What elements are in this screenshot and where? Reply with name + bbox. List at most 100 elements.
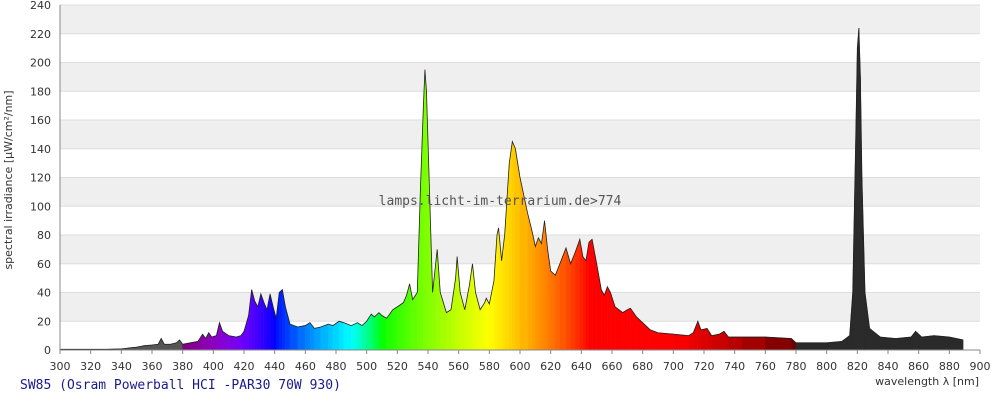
- x-tick-label: 860: [908, 360, 929, 373]
- x-tick-label: 500: [356, 360, 377, 373]
- x-tick-label: 880: [939, 360, 960, 373]
- spectrum-segment: [614, 306, 623, 351]
- spectrum-segment: [236, 335, 242, 351]
- spectrum-segment: [157, 338, 162, 351]
- spectrum-segment: [693, 321, 699, 351]
- spectrum-segment: [565, 247, 571, 351]
- spectrum-segment: [742, 336, 766, 351]
- spectrum-segment: [728, 336, 743, 351]
- spectrum-segment: [197, 333, 203, 351]
- x-tick-label: 320: [80, 360, 101, 373]
- spectrum-segment: [314, 326, 321, 351]
- x-tick-label: 800: [816, 360, 837, 373]
- spectrum-segment: [622, 309, 628, 351]
- spectrum-segment: [547, 249, 551, 351]
- x-tick-label: 480: [326, 360, 347, 373]
- spectrum-segment: [371, 313, 375, 351]
- spectrum-segment: [160, 338, 165, 351]
- spectrum-segment: [164, 344, 171, 351]
- watermark: lamps.licht-im-terrarium.de>774: [379, 194, 622, 209]
- x-tick-label: 380: [172, 360, 193, 373]
- x-tick-label: 340: [111, 360, 132, 373]
- spectrum-segment: [857, 27, 860, 351]
- x-tick-label: 900: [970, 360, 991, 373]
- x-tick-label: 840: [878, 360, 899, 373]
- x-tick-label: 660: [602, 360, 623, 373]
- y-tick-label: 180: [30, 85, 51, 98]
- y-tick-label: 60: [37, 258, 51, 271]
- spectrum-segment: [550, 270, 556, 351]
- spectrum-segment: [297, 325, 306, 351]
- spectrum-segment: [555, 263, 561, 351]
- y-tick-label: 160: [30, 114, 51, 127]
- grid-band: [60, 62, 980, 92]
- x-tick-label: 420: [234, 360, 255, 373]
- x-tick-label: 360: [142, 360, 163, 373]
- x-tick-label: 440: [264, 360, 285, 373]
- spectrum-segment: [711, 333, 720, 351]
- spectrum-segment: [320, 323, 329, 351]
- spectrum-segment: [880, 336, 896, 351]
- spectrum-segment: [627, 307, 631, 351]
- x-tick-label: 680: [632, 360, 653, 373]
- y-axis-label: spectral irradiance [µW/cm²/nm]: [2, 90, 15, 269]
- y-tick-label: 40: [37, 287, 51, 300]
- spectrum-segment: [512, 141, 516, 351]
- x-tick-label: 700: [663, 360, 684, 373]
- spectrum-segment: [279, 289, 283, 351]
- spectrum-segment: [328, 323, 334, 351]
- spectrum-segment: [601, 289, 605, 351]
- spectrum-segment: [216, 322, 220, 351]
- spectrum-segment: [351, 322, 358, 351]
- spectrum-segment: [841, 335, 850, 351]
- spectrum-segment: [607, 286, 611, 351]
- x-tick-label: 580: [479, 360, 500, 373]
- y-tick-label: 0: [44, 344, 51, 357]
- spectrum-segment: [305, 322, 311, 351]
- x-tick-label: 780: [786, 360, 807, 373]
- spectrum-segment: [869, 328, 881, 351]
- spectrum-segment: [486, 298, 490, 351]
- chart-title: SW85 (Osram Powerball HCI -PAR30 70W 930…: [20, 378, 341, 393]
- y-tick-label: 80: [37, 229, 51, 242]
- spectrum-segment: [933, 335, 950, 351]
- spectrum-segment: [921, 335, 935, 351]
- spectrum-segment: [509, 141, 513, 351]
- spectrum-segment: [381, 315, 387, 351]
- x-tick-label: 820: [847, 360, 868, 373]
- spectrum-segment: [673, 333, 689, 351]
- spectrum-segment: [357, 322, 363, 351]
- spectrum-segment: [309, 322, 315, 351]
- spectrum-segment: [527, 213, 533, 351]
- spectrum-segment: [949, 336, 964, 351]
- spectrum-segment: [795, 342, 812, 351]
- spectrum-outline: [60, 27, 964, 350]
- spectrum-segment: [211, 335, 217, 351]
- spectrum-segment: [532, 232, 536, 351]
- spectrum-segment: [412, 291, 418, 351]
- x-tick-label: 460: [295, 360, 316, 373]
- x-tick-label: 300: [50, 360, 71, 373]
- spectrum-segment: [700, 328, 708, 351]
- spectrum-segment: [575, 239, 580, 351]
- x-tick-label: 560: [448, 360, 469, 373]
- spectrum-segment: [397, 302, 404, 351]
- y-tick-label: 100: [30, 200, 51, 213]
- x-tick-label: 740: [724, 360, 745, 373]
- spectrum-segment: [374, 312, 380, 351]
- spectrum-segment: [228, 335, 237, 351]
- spectrum-segment: [403, 295, 407, 351]
- x-tick-label: 640: [571, 360, 592, 373]
- spectrum-segment: [424, 69, 427, 351]
- spectrum-segment: [254, 301, 258, 351]
- spectrum-segment: [392, 306, 398, 351]
- y-tick-label: 220: [30, 28, 51, 41]
- spectrum-segment: [338, 320, 344, 351]
- spectrum-segment: [361, 320, 367, 351]
- x-tick-label: 540: [418, 360, 439, 373]
- spectrum-segment: [343, 322, 352, 351]
- y-tick-label: 140: [30, 143, 51, 156]
- spectrum-segment: [657, 332, 674, 351]
- spectrum-segment: [570, 252, 576, 351]
